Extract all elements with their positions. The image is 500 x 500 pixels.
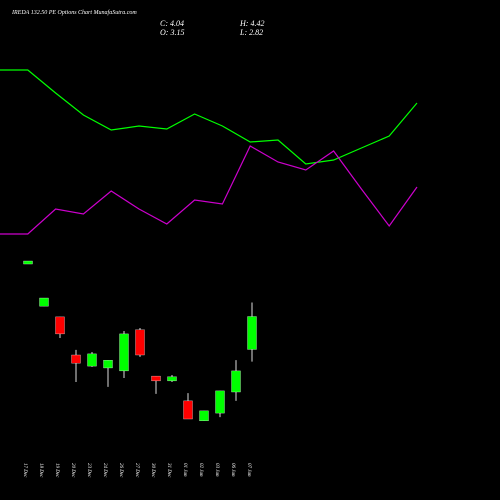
line-series: [0, 69, 418, 165]
candle-body: [183, 400, 193, 420]
candle-body: [215, 390, 225, 414]
candle-body: [87, 353, 97, 367]
x-tick-label: 20 Dec: [70, 463, 75, 478]
x-tick-label: 23 Dec: [86, 463, 91, 478]
candle-body: [39, 297, 49, 307]
high-label: H: 4.42: [239, 19, 264, 28]
x-tick-label: 17 Dec: [22, 463, 27, 478]
candle-body: [55, 316, 65, 335]
x-tick-label: 07 Jan: [246, 463, 251, 477]
candle-body: [151, 375, 161, 382]
x-tick-label: 31 Dec: [166, 463, 171, 478]
candle-body: [103, 360, 113, 369]
candle-body: [71, 354, 81, 364]
candle-body: [199, 410, 209, 422]
x-tick-label: 19 Dec: [54, 463, 59, 478]
x-tick-label: 26 Dec: [118, 463, 123, 478]
x-tick-label: 30 Dec: [150, 463, 155, 478]
x-tick-label: 02 Jan: [198, 463, 203, 477]
candle-body: [119, 333, 129, 372]
candle-body: [167, 376, 177, 382]
x-tick-label: 18 Dec: [38, 463, 43, 478]
open-label: O: 3.15: [160, 28, 184, 37]
candle-body: [23, 260, 33, 265]
x-tick-label: 01 Jan: [182, 463, 187, 477]
x-tick-label: 24 Dec: [102, 463, 107, 478]
x-tick-label: 03 Jan: [214, 463, 219, 477]
candle-body: [247, 316, 257, 350]
chart-title: IREDA 132.50 PE Options Chart MunafaSutr…: [11, 9, 137, 16]
x-tick-label: 06 Jan: [230, 463, 235, 477]
candle-body: [135, 329, 145, 356]
line-series: [0, 145, 418, 235]
close-label: C: 4.04: [160, 19, 184, 28]
candle-body: [231, 370, 241, 393]
low-label: L: 2.82: [239, 28, 263, 37]
x-tick-label: 27 Dec: [134, 463, 139, 478]
